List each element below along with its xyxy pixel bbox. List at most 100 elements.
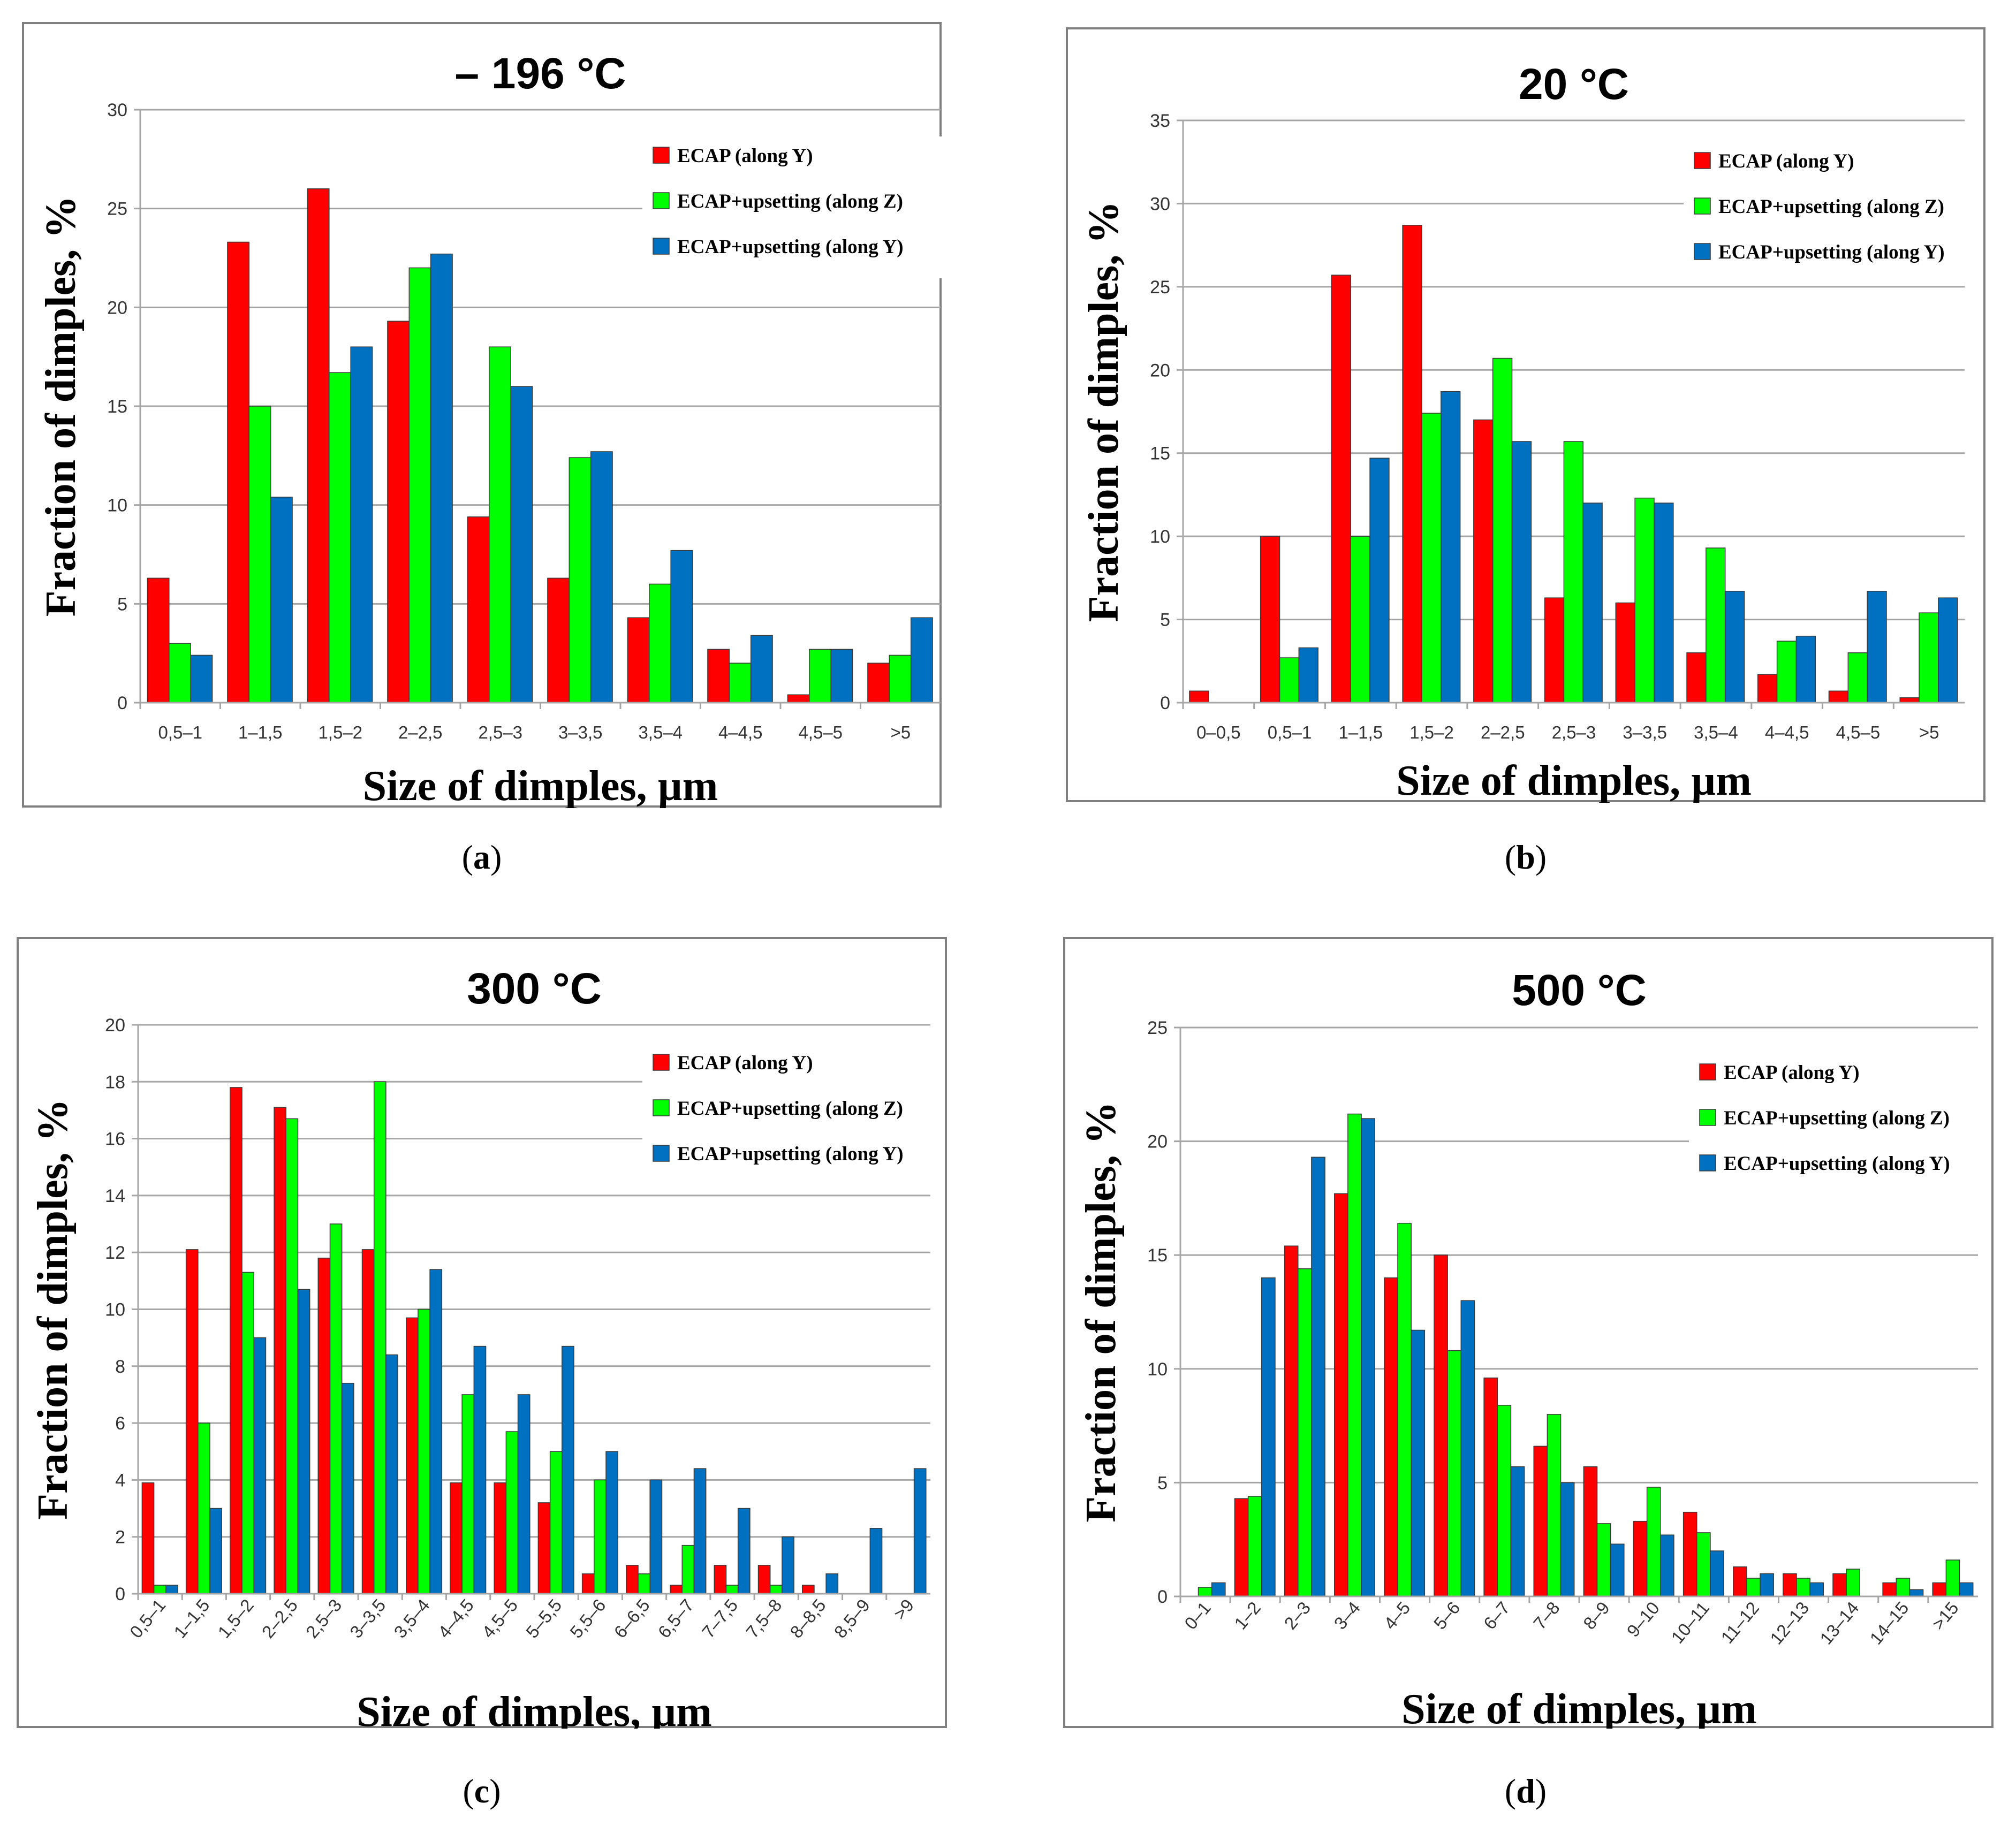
bar-ecap-y [757, 1565, 771, 1594]
bar-upset-y [429, 1269, 443, 1594]
legend-label: ECAP+upsetting (along Y) [1718, 241, 1945, 263]
bar-upset-y [1809, 1582, 1824, 1597]
bar-upset-z [1447, 1350, 1462, 1597]
legend-swatch [653, 1054, 670, 1071]
bar-upset-y [1311, 1157, 1325, 1597]
y-tick-label: 25 [107, 199, 127, 219]
legend-swatch [1694, 197, 1711, 215]
y-axis-label: Fraction of dimples, % [1080, 201, 1127, 622]
x-tick-label: 3–3,5 [558, 722, 603, 742]
bar-ecap-y [1189, 690, 1209, 703]
y-tick-label: 0 [1157, 1587, 1168, 1607]
bar-upset-z [1746, 1578, 1761, 1597]
bar-upset-y [913, 1468, 927, 1594]
legend-label: ECAP+upsetting (along Z) [1718, 196, 1944, 218]
bar-upset-z [329, 372, 351, 703]
bar-upset-y [1654, 503, 1674, 703]
bar-ecap-y [1384, 1277, 1398, 1597]
bar-ecap-y [867, 663, 890, 703]
bar-upset-z [1919, 612, 1939, 703]
bar-upset-y [782, 1536, 794, 1594]
legend-swatch [653, 192, 670, 209]
bar-ecap-y [1544, 597, 1565, 703]
bar-upset-y [430, 253, 453, 703]
legend-swatch [1699, 1109, 1716, 1126]
bar-upset-z [1796, 1578, 1810, 1597]
y-tick-label: 12 [105, 1243, 125, 1263]
caption-c: (c) [463, 1772, 501, 1810]
bar-ecap-y [467, 516, 490, 703]
legend-label: ECAP+upsetting (along Z) [677, 191, 903, 212]
bar-upset-y [1710, 1550, 1724, 1597]
bar-ecap-y [450, 1482, 463, 1594]
y-tick-label: 30 [1150, 194, 1170, 214]
y-tick-label: 4 [115, 1470, 125, 1490]
x-tick-label: 0–0,5 [1196, 722, 1241, 742]
bar-upset-z [408, 267, 431, 703]
bar-ecap-y [1828, 690, 1849, 703]
bar-ecap-y [405, 1317, 419, 1594]
y-tick-label: 2 [115, 1527, 125, 1548]
y-axis-label: Fraction of dimples, % [29, 1099, 77, 1520]
bar-ecap-y [801, 1585, 815, 1594]
bar-upset-y [1909, 1589, 1924, 1597]
bar-ecap-y [361, 1249, 375, 1594]
bar-ecap-y [1882, 1582, 1897, 1597]
bar-upset-y [270, 497, 293, 703]
x-axis-label: Size of dimples, µm [1401, 1686, 1757, 1729]
bar-upset-y [1211, 1582, 1226, 1597]
y-tick-label: 15 [1150, 444, 1170, 464]
x-axis-label: Size of dimples, µm [357, 1688, 712, 1729]
chart-panel-d: 0 5 10 15 20 25 0–1 1–2 2–3 3–4 4–5 5–6 6–7 7–8 8–9 9–1… [1063, 937, 1994, 1729]
chart-title: 20 °C [1519, 60, 1629, 109]
x-tick-label: 4–4,5 [718, 722, 763, 742]
bar-upset-y [190, 655, 213, 703]
bar-upset-y [1795, 635, 1816, 703]
bar-ecap-y [537, 1502, 551, 1594]
bar-upset-y [670, 550, 693, 703]
bar-upset-z [1421, 413, 1442, 703]
bar-upset-z [1563, 441, 1584, 703]
x-axis-label: Size of dimples, µm [1396, 757, 1752, 803]
bar-ecap-y [1682, 1511, 1697, 1597]
bar-upset-y [649, 1479, 663, 1594]
bar-ecap-y [1633, 1520, 1648, 1597]
y-axis-label: Fraction of dimples, % [37, 196, 85, 617]
bar-upset-z [329, 1223, 343, 1594]
bar-upset-y [869, 1528, 883, 1594]
y-tick-label: 0 [115, 1584, 125, 1604]
bar-upset-z [769, 1585, 783, 1594]
bar-upset-z [1776, 641, 1797, 703]
bar-ecap-y [1686, 652, 1707, 703]
bar-ecap-y [787, 694, 810, 703]
y-tick-label: 20 [107, 298, 127, 318]
bar-ecap-y [1733, 1566, 1747, 1597]
caption-d-letter: d [1516, 1772, 1535, 1810]
legend-label: ECAP (along Y) [1724, 1062, 1860, 1084]
y-tick-label: 16 [105, 1129, 125, 1150]
caption-b: (b) [1504, 838, 1547, 876]
x-tick-label: 4,5–5 [1836, 722, 1881, 742]
bar-ecap-y [230, 1087, 242, 1594]
legend-box [642, 136, 942, 278]
y-tick-label: 30 [107, 100, 127, 120]
bar-upset-y [341, 1382, 354, 1594]
x-tick-label: 0,5–1 [1268, 722, 1312, 742]
x-tick-label: 0,5–1 [158, 722, 202, 742]
bar-ecap-y [227, 241, 250, 703]
x-tick-label: 2,5–3 [478, 722, 522, 742]
x-tick-label: 1,5–2 [1409, 722, 1454, 742]
bar-upset-z [1497, 1405, 1512, 1597]
bar-upset-z [889, 655, 912, 703]
bar-upset-z [1847, 652, 1868, 703]
y-tick-label: 25 [1147, 1018, 1168, 1038]
legend-swatch [653, 238, 670, 255]
bar-ecap-y [1615, 602, 1635, 703]
bar-upset-z [505, 1431, 519, 1594]
bar-upset-y [510, 386, 533, 703]
bar-upset-y [1361, 1118, 1375, 1597]
bar-ecap-y [714, 1565, 727, 1594]
bar-upset-z [1397, 1222, 1412, 1597]
bar-ecap-y [1260, 536, 1280, 703]
bar-upset-y [1959, 1582, 1974, 1597]
